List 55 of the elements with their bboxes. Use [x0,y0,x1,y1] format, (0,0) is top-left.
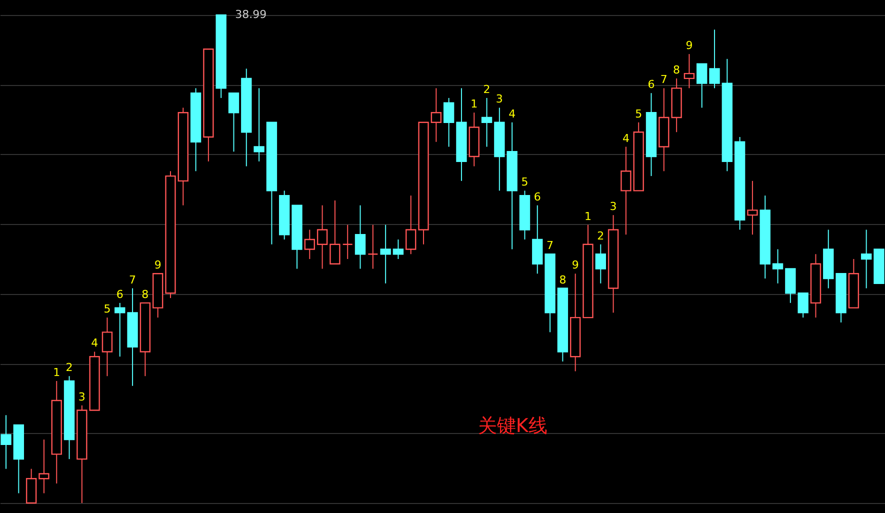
candlestick [368,224,378,270]
text: 3 [496,92,503,106]
text: 7 [546,239,554,252]
text: 9 [154,258,162,272]
text: 7 [129,273,136,286]
text: 4 [91,336,98,350]
candlestick [228,92,240,152]
candlestick [595,244,606,284]
text: 2 [597,229,604,242]
candlestick [430,88,442,142]
text: 2 [483,82,490,96]
candlestick [38,439,50,494]
text: 1 [53,366,60,379]
candlestick [696,63,708,108]
text: 4 [622,132,630,145]
candlestick [102,317,113,377]
candlestick [0,414,12,470]
candlestick [443,97,454,148]
text: 6 [116,288,124,301]
text: 9 [686,39,693,52]
candlestick [684,54,695,89]
text: 5 [104,302,111,316]
candlestick [304,229,315,260]
text: 6 [648,78,655,92]
candlestick [354,204,366,270]
text: 8 [559,273,566,286]
candlestick [254,88,264,162]
candlestick [380,224,391,284]
candlestick [620,146,632,236]
text: 3 [78,390,86,404]
candlestick [747,180,758,236]
text: 4 [508,107,516,120]
text: 6 [534,190,541,204]
candlestick [392,238,404,260]
text: 1 [470,98,478,111]
candlestick [114,302,126,358]
text: 7 [660,73,668,86]
text: 9 [572,258,579,272]
candlestick [342,224,353,260]
text: 8 [673,63,680,76]
annotation: 关键K线 [478,414,548,437]
candlestick [772,248,784,284]
text: 3 [610,200,617,214]
text: 5 [521,176,528,189]
candlestick [316,204,328,270]
text: 5 [635,107,642,120]
candlestick [406,195,416,255]
candlestick [330,200,340,264]
text: 8 [142,288,149,301]
candlestick [860,229,872,289]
candlestick [709,29,720,89]
text: 1 [584,210,592,223]
candlestick [481,97,492,148]
text: 2 [66,361,73,374]
annotation: 38.99 [235,8,267,21]
